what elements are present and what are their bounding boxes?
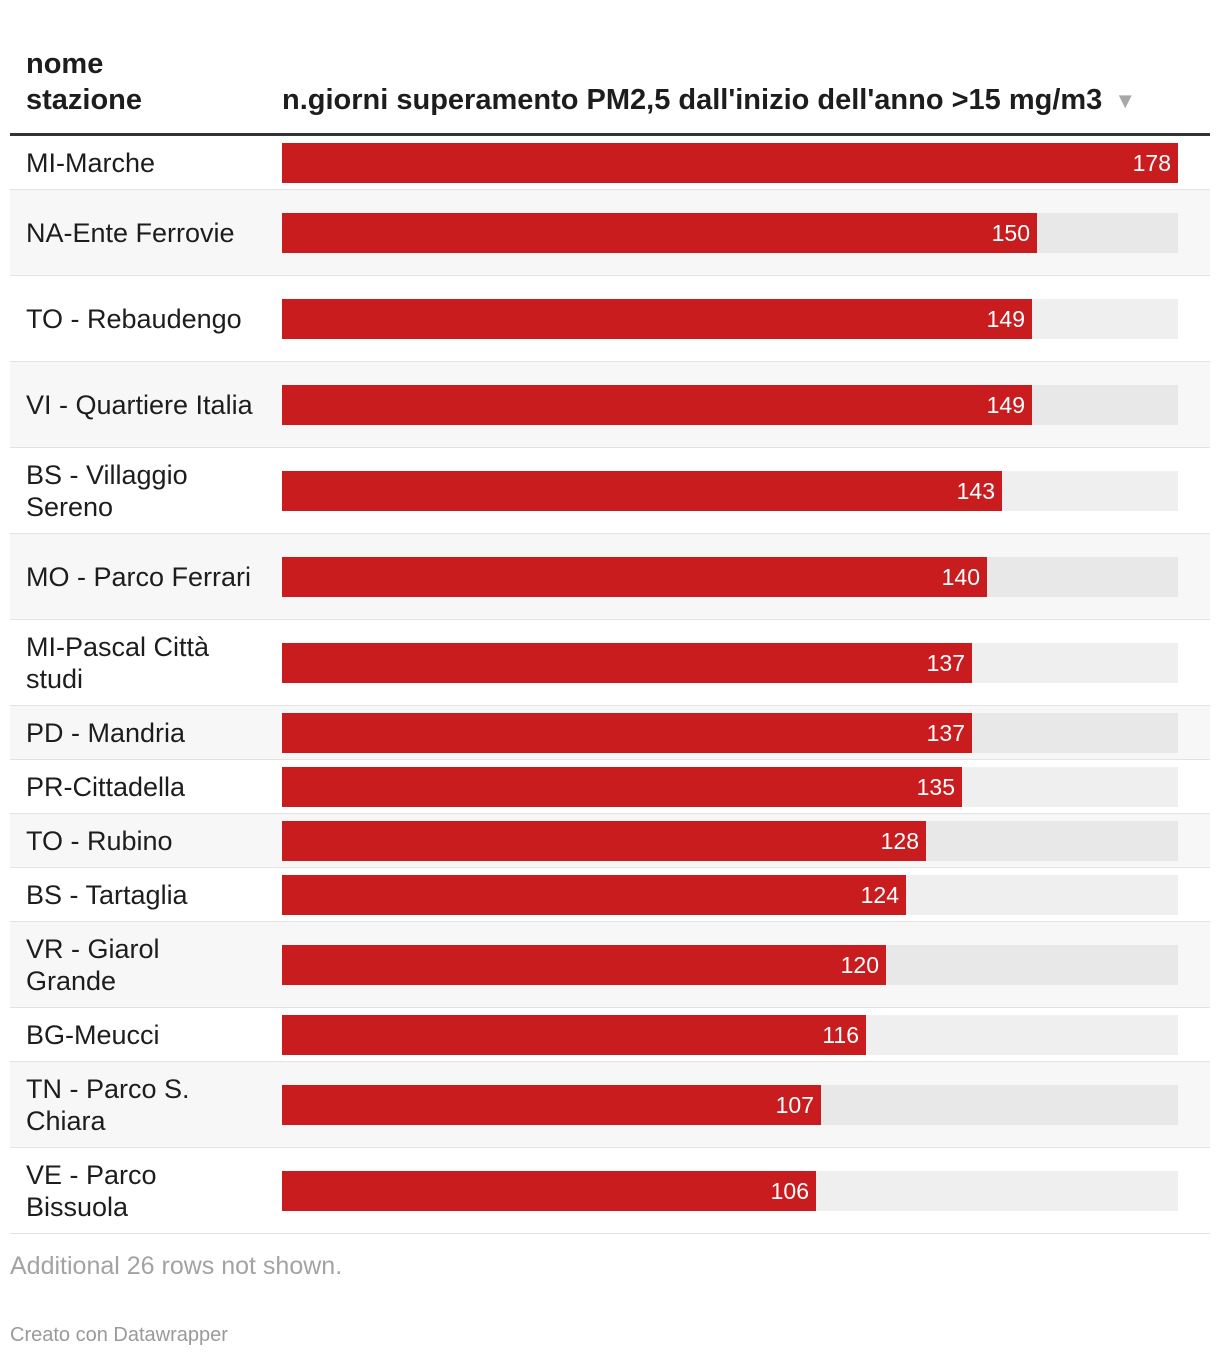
bar-track: 150 [282,212,1178,253]
bar: 116 [282,1014,866,1055]
table-row: VR - Giarol Grande 120 [10,922,1210,1008]
column-header-days-label: n.giorni superamento PM2,5 dall'inizio d… [282,84,1103,116]
bar-track: 178 [282,142,1178,183]
bar: 128 [282,820,926,861]
bar-track: 149 [282,384,1178,425]
bar-value-label: 135 [916,773,955,800]
bar: 149 [282,384,1032,425]
bar: 107 [282,1084,821,1125]
station-name: VR - Giarol Grande [26,933,160,996]
bar: 143 [282,470,1002,511]
table-row: VI - Quartiere Italia 149 [10,362,1210,448]
credit-datawrapper[interactable]: Creato con Datawrapper [10,1324,228,1346]
station-name: MI-Marche [26,147,156,178]
table-row: TN - Parco S. Chiara 107 [10,1062,1210,1148]
table-row: PR-Cittadella 135 [10,760,1210,814]
bar-value-label: 150 [991,219,1030,246]
table-row: BG-Meucci 116 [10,1008,1210,1062]
bar-track: 137 [282,642,1178,683]
bar-value-label: 143 [956,477,995,504]
table-row: TO - Rebaudengo 149 [10,276,1210,362]
bar: 120 [282,944,886,985]
station-name: PR-Cittadella [26,771,186,802]
bar-value-label: 124 [860,881,899,908]
table-row: VE - Parco Bissuola 106 [10,1148,1210,1234]
bar: 106 [282,1170,816,1211]
bar: 124 [282,874,906,915]
footnote-hidden-rows: Additional 26 rows not shown. [10,1252,343,1280]
bar: 137 [282,712,972,753]
table-header: nome stazione n.giorni superamento PM2,5… [10,0,1210,136]
table-row: BS - Villaggio Sereno 143 [10,448,1210,534]
bar-track: 149 [282,298,1178,339]
bar-value-label: 120 [840,951,879,978]
table-row: MO - Parco Ferrari 140 [10,534,1210,620]
bar: 149 [282,298,1032,339]
bar-track: 143 [282,470,1178,511]
bar: 135 [282,766,962,807]
bar-track: 116 [282,1014,1178,1055]
table-row: TO - Rubino 128 [10,814,1210,868]
station-name: BS - Tartaglia [26,879,188,910]
bar: 178 [282,142,1178,183]
bar-value-label: 116 [822,1021,859,1048]
station-name: VI - Quartiere Italia [26,389,253,420]
bar-value-label: 140 [941,563,980,590]
bar-track: 106 [282,1170,1178,1211]
table-row: MI-Pascal Città studi 137 [10,620,1210,706]
table-body: MI-Marche 178 NA-Ente Ferrovie 150 TO - Reba… [10,136,1210,1234]
bar-track: 107 [282,1084,1178,1125]
sort-descending-icon[interactable]: ▼ [1114,88,1137,114]
bar-value-label: 149 [986,391,1025,418]
bar-track: 135 [282,766,1178,807]
bar-value-label: 128 [880,827,919,854]
station-name: TN - Parco S. Chiara [26,1073,190,1136]
station-name: NA-Ente Ferrovie [26,217,235,248]
bar: 150 [282,212,1037,253]
data-table: nome stazione n.giorni superamento PM2,5… [10,0,1210,1234]
station-name: TO - Rubino [26,825,173,856]
table-row: MI-Marche 178 [10,136,1210,190]
table-row: BS - Tartaglia 124 [10,868,1210,922]
station-name: VE - Parco Bissuola [26,1159,157,1222]
station-name: BS - Villaggio Sereno [26,459,188,522]
bar-track: 124 [282,874,1178,915]
column-header-days[interactable]: n.giorni superamento PM2,5 dall'inizio d… [282,82,1136,119]
table-row: NA-Ente Ferrovie 150 [10,190,1210,276]
bar-track: 128 [282,820,1178,861]
table-row: PD - Mandria 137 [10,706,1210,760]
bar-value-label: 178 [1132,149,1171,176]
bar-value-label: 149 [986,305,1025,332]
station-name: MI-Pascal Città studi [26,631,210,694]
station-name: PD - Mandria [26,717,186,748]
station-name: TO - Rebaudengo [26,303,242,334]
bar: 140 [282,556,987,597]
bar-track: 120 [282,944,1178,985]
bar-track: 140 [282,556,1178,597]
bar: 137 [282,642,972,683]
station-name: BG-Meucci [26,1019,160,1050]
bar-value-label: 107 [775,1091,814,1118]
bar-track: 137 [282,712,1178,753]
bar-value-label: 137 [926,719,965,746]
bar-value-label: 137 [926,649,965,676]
station-name: MO - Parco Ferrari [26,561,252,592]
column-header-station[interactable]: nome stazione [26,48,143,116]
bar-value-label: 106 [770,1177,809,1204]
